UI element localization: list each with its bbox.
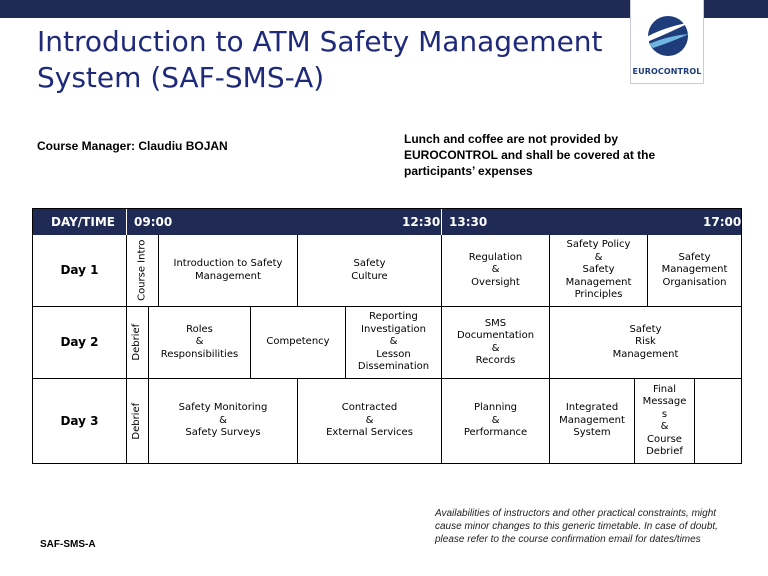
day-3-final-messages: Final Message s & Course Debrief (635, 379, 695, 463)
day-1-safety-policy: Safety Policy & Safety Management Princi… (550, 235, 648, 307)
day-3-debrief: Debrief (127, 379, 149, 463)
timetable-header: DAY/TIME 09:00 12:30 13:30 17:00 (33, 209, 741, 235)
day-2-competency: Competency (251, 307, 346, 379)
eurocontrol-logo-icon (645, 16, 691, 56)
eurocontrol-logo: EUROCONTROL (630, 0, 704, 84)
day-1-safety-culture: Safety Culture (298, 235, 442, 307)
day-1-course-intro: Course Intro (127, 235, 159, 307)
day-3-integrated-management-system: Integrated Management System (550, 379, 635, 463)
day-3-planning-performance: Planning & Performance (442, 379, 550, 463)
page-title: Introduction to ATM Safety Management Sy… (37, 25, 603, 94)
footer-course-code: SAF-SMS-A (40, 539, 96, 550)
day-2-reporting-investigation: Reporting Investigation & Lesson Dissemi… (346, 307, 442, 379)
course-manager: Course Manager: Claudiu BOJAN (37, 139, 228, 153)
day-1-intro-safety-management: Introduction to Safety Management (159, 235, 298, 307)
header-time-1230: 12:30 (402, 215, 441, 229)
disclaimer-note: Availabilities of instructors and other … (435, 508, 718, 545)
day-1-label: Day 1 (33, 235, 127, 307)
header-time-1330: 13:30 (449, 215, 488, 229)
day-2-roles-responsibilities: Roles & Responsibilities (149, 307, 251, 379)
logo-text: EUROCONTROL (632, 67, 702, 76)
timetable: DAY/TIME 09:00 12:30 13:30 17:00 Day 1 C… (32, 208, 742, 464)
day-3-contracted-external-services: Contracted & External Services (298, 379, 442, 463)
day-3-empty-cell (695, 379, 741, 463)
header-time-0900: 09:00 (134, 215, 173, 229)
catering-notice: Lunch and coffee are not provided by EUR… (404, 132, 656, 178)
day-2-label: Day 2 (33, 307, 127, 379)
header-time-1700: 17:00 (703, 215, 742, 229)
day-2-safety-risk-management: Safety Risk Management (550, 307, 741, 379)
day-3-safety-monitoring: Safety Monitoring & Safety Surveys (149, 379, 298, 463)
header-day-time: DAY/TIME (51, 215, 115, 229)
day-3-label: Day 3 (33, 379, 127, 463)
day-1-safety-management-organisation: Safety Management Organisation (648, 235, 741, 307)
day-2-debrief: Debrief (127, 307, 149, 379)
day-2-sms-documentation: SMS Documentation & Records (442, 307, 550, 379)
day-1-regulation-oversight: Regulation & Oversight (442, 235, 550, 307)
top-banner-bar (0, 0, 768, 18)
